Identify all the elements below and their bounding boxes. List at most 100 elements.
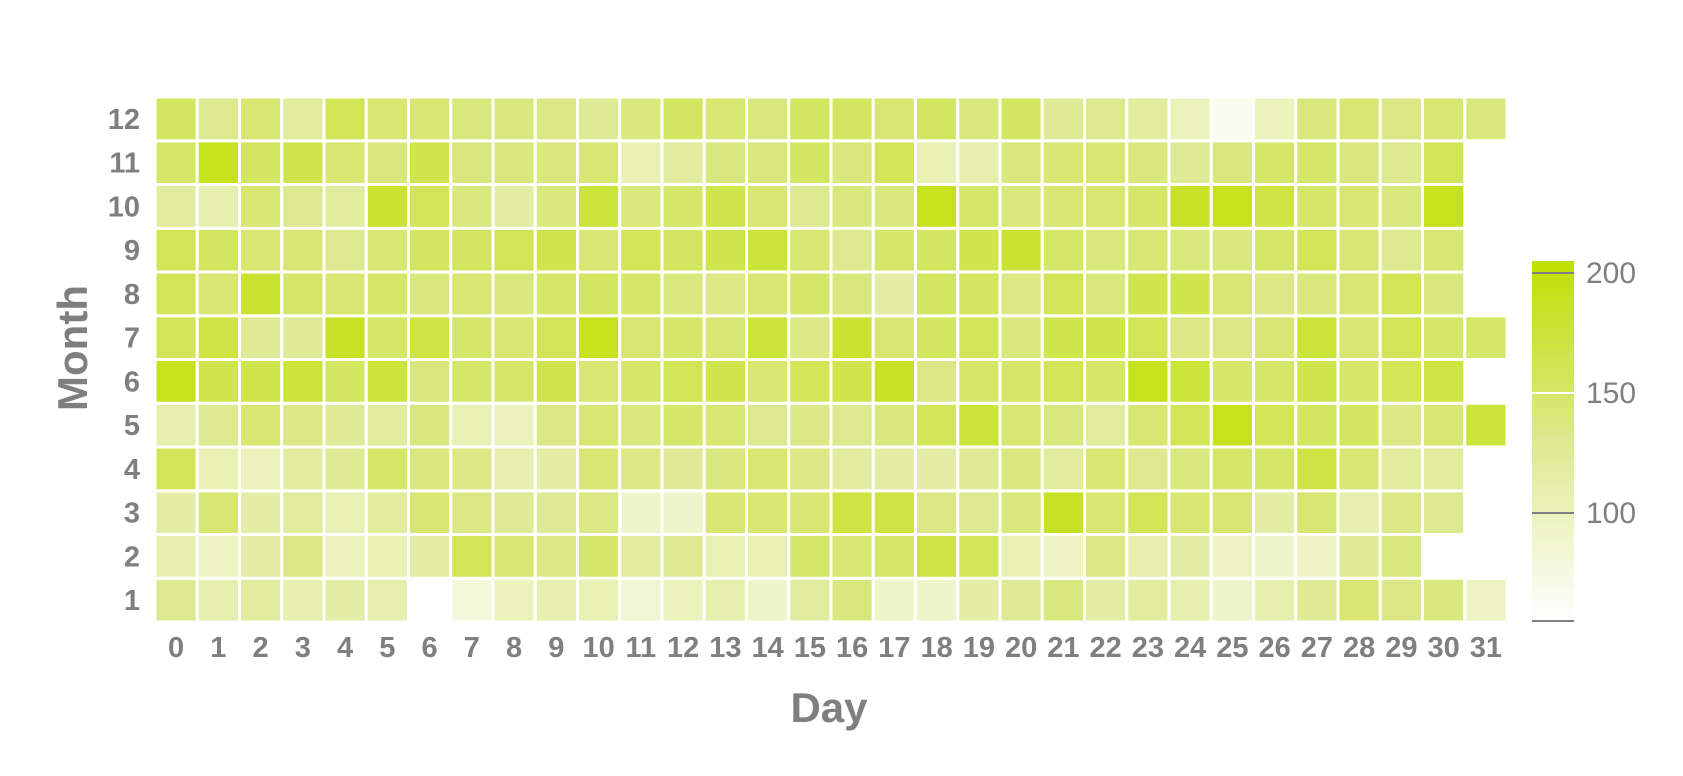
heatmap-cell	[1167, 95, 1213, 143]
heatmap-cell	[533, 401, 579, 449]
heatmap-cell	[322, 533, 368, 580]
heatmap-cell	[322, 139, 368, 186]
heatmap-cell	[1125, 445, 1171, 493]
heatmap-cell	[1378, 401, 1424, 449]
heatmap-cell	[1294, 489, 1340, 536]
heatmap-cell	[576, 226, 622, 274]
x-tick-label: 9	[548, 632, 564, 664]
heatmap-cell	[407, 270, 453, 318]
heatmap-cell	[576, 358, 622, 405]
heatmap-cell	[195, 226, 241, 274]
heatmap-cell	[449, 95, 495, 143]
colorbar-tick-label: 150	[1586, 377, 1636, 410]
heatmap-cell	[407, 576, 453, 624]
heatmap-cell	[702, 576, 748, 624]
x-tick-label: 31	[1470, 632, 1502, 664]
heatmap-cell	[153, 314, 199, 361]
heatmap-cell	[1336, 401, 1382, 449]
heatmap-cell	[914, 576, 960, 624]
heatmap-cell	[618, 270, 664, 318]
heatmap-cell	[1209, 226, 1255, 274]
heatmap-cell	[153, 270, 199, 318]
x-tick-label: 13	[709, 632, 741, 664]
heatmap-cell	[407, 314, 453, 361]
heatmap-cell	[1167, 226, 1213, 274]
heatmap-cell	[322, 226, 368, 274]
heatmap-cell	[745, 314, 791, 361]
y-tick-label: 9	[124, 235, 140, 267]
heatmap-cell	[449, 489, 495, 536]
heatmap-cell	[407, 226, 453, 274]
heatmap-cell	[195, 314, 241, 361]
heatmap-cell	[871, 314, 917, 361]
heatmap-cell	[1294, 533, 1340, 580]
heatmap-cell	[660, 533, 706, 580]
x-tick-label: 27	[1301, 632, 1333, 664]
heatmap-cell	[1125, 358, 1171, 405]
heatmap-cell	[618, 358, 664, 405]
x-tick-label: 19	[963, 632, 995, 664]
x-tick-label: 2	[253, 632, 269, 664]
heatmap-cell	[829, 576, 875, 624]
heatmap-cell	[998, 358, 1044, 405]
heatmap-cell	[322, 95, 368, 143]
heatmap-cell	[1167, 270, 1213, 318]
heatmap-cell	[1378, 139, 1424, 186]
heatmap-cell	[407, 489, 453, 536]
heatmap-cell	[787, 489, 833, 536]
heatmap-cell	[660, 95, 706, 143]
x-tick-label: 6	[422, 632, 438, 664]
heatmap-cell	[1040, 183, 1086, 230]
heatmap-cell	[449, 139, 495, 186]
x-tick-label: 5	[379, 632, 395, 664]
x-tick-label: 16	[836, 632, 868, 664]
heatmap-cell	[195, 183, 241, 230]
heatmap-cell	[914, 314, 960, 361]
heatmap-cell	[1083, 270, 1129, 318]
heatmap-cell	[787, 576, 833, 624]
heatmap-cell	[1336, 314, 1382, 361]
heatmap-cell	[914, 445, 960, 493]
heatmap-cell	[153, 358, 199, 405]
heatmap-cell	[871, 183, 917, 230]
heatmap-cell	[829, 226, 875, 274]
heatmap-cell	[280, 270, 326, 318]
heatmap-cell	[364, 533, 410, 580]
heatmap-cell	[660, 358, 706, 405]
heatmap-cell	[660, 314, 706, 361]
heatmap-cell	[871, 576, 917, 624]
heatmap-cell	[871, 139, 917, 186]
heatmap-cell	[1167, 489, 1213, 536]
heatmap-cell	[702, 226, 748, 274]
heatmap-cells	[153, 95, 1509, 624]
heatmap-cell	[1421, 358, 1467, 405]
heatmap-cell	[1083, 226, 1129, 274]
heatmap-cell	[1294, 576, 1340, 624]
heatmap-cell	[1167, 576, 1213, 624]
heatmap-cell	[407, 183, 453, 230]
heatmap-cell	[660, 226, 706, 274]
heatmap-cell	[322, 183, 368, 230]
heatmap-cell	[1378, 489, 1424, 536]
heatmap-cell	[914, 401, 960, 449]
heatmap-cell	[280, 445, 326, 493]
heatmap-cell	[787, 533, 833, 580]
heatmap-cell	[956, 183, 1002, 230]
heatmap-cell	[364, 139, 410, 186]
heatmap-cell	[829, 358, 875, 405]
heatmap-cell	[491, 139, 537, 186]
heatmap-cell	[1209, 358, 1255, 405]
heatmap-cell	[702, 183, 748, 230]
heatmap-cell	[576, 270, 622, 318]
heatmap-cell	[322, 489, 368, 536]
heatmap-cell	[195, 533, 241, 580]
heatmap-cell	[1167, 445, 1213, 493]
heatmap-cell	[618, 183, 664, 230]
heatmap-cell	[1209, 576, 1255, 624]
heatmap-cell	[871, 270, 917, 318]
heatmap-cell	[1421, 183, 1467, 230]
heatmap-cell	[280, 183, 326, 230]
heatmap-cell	[491, 95, 537, 143]
heatmap-cell	[618, 139, 664, 186]
